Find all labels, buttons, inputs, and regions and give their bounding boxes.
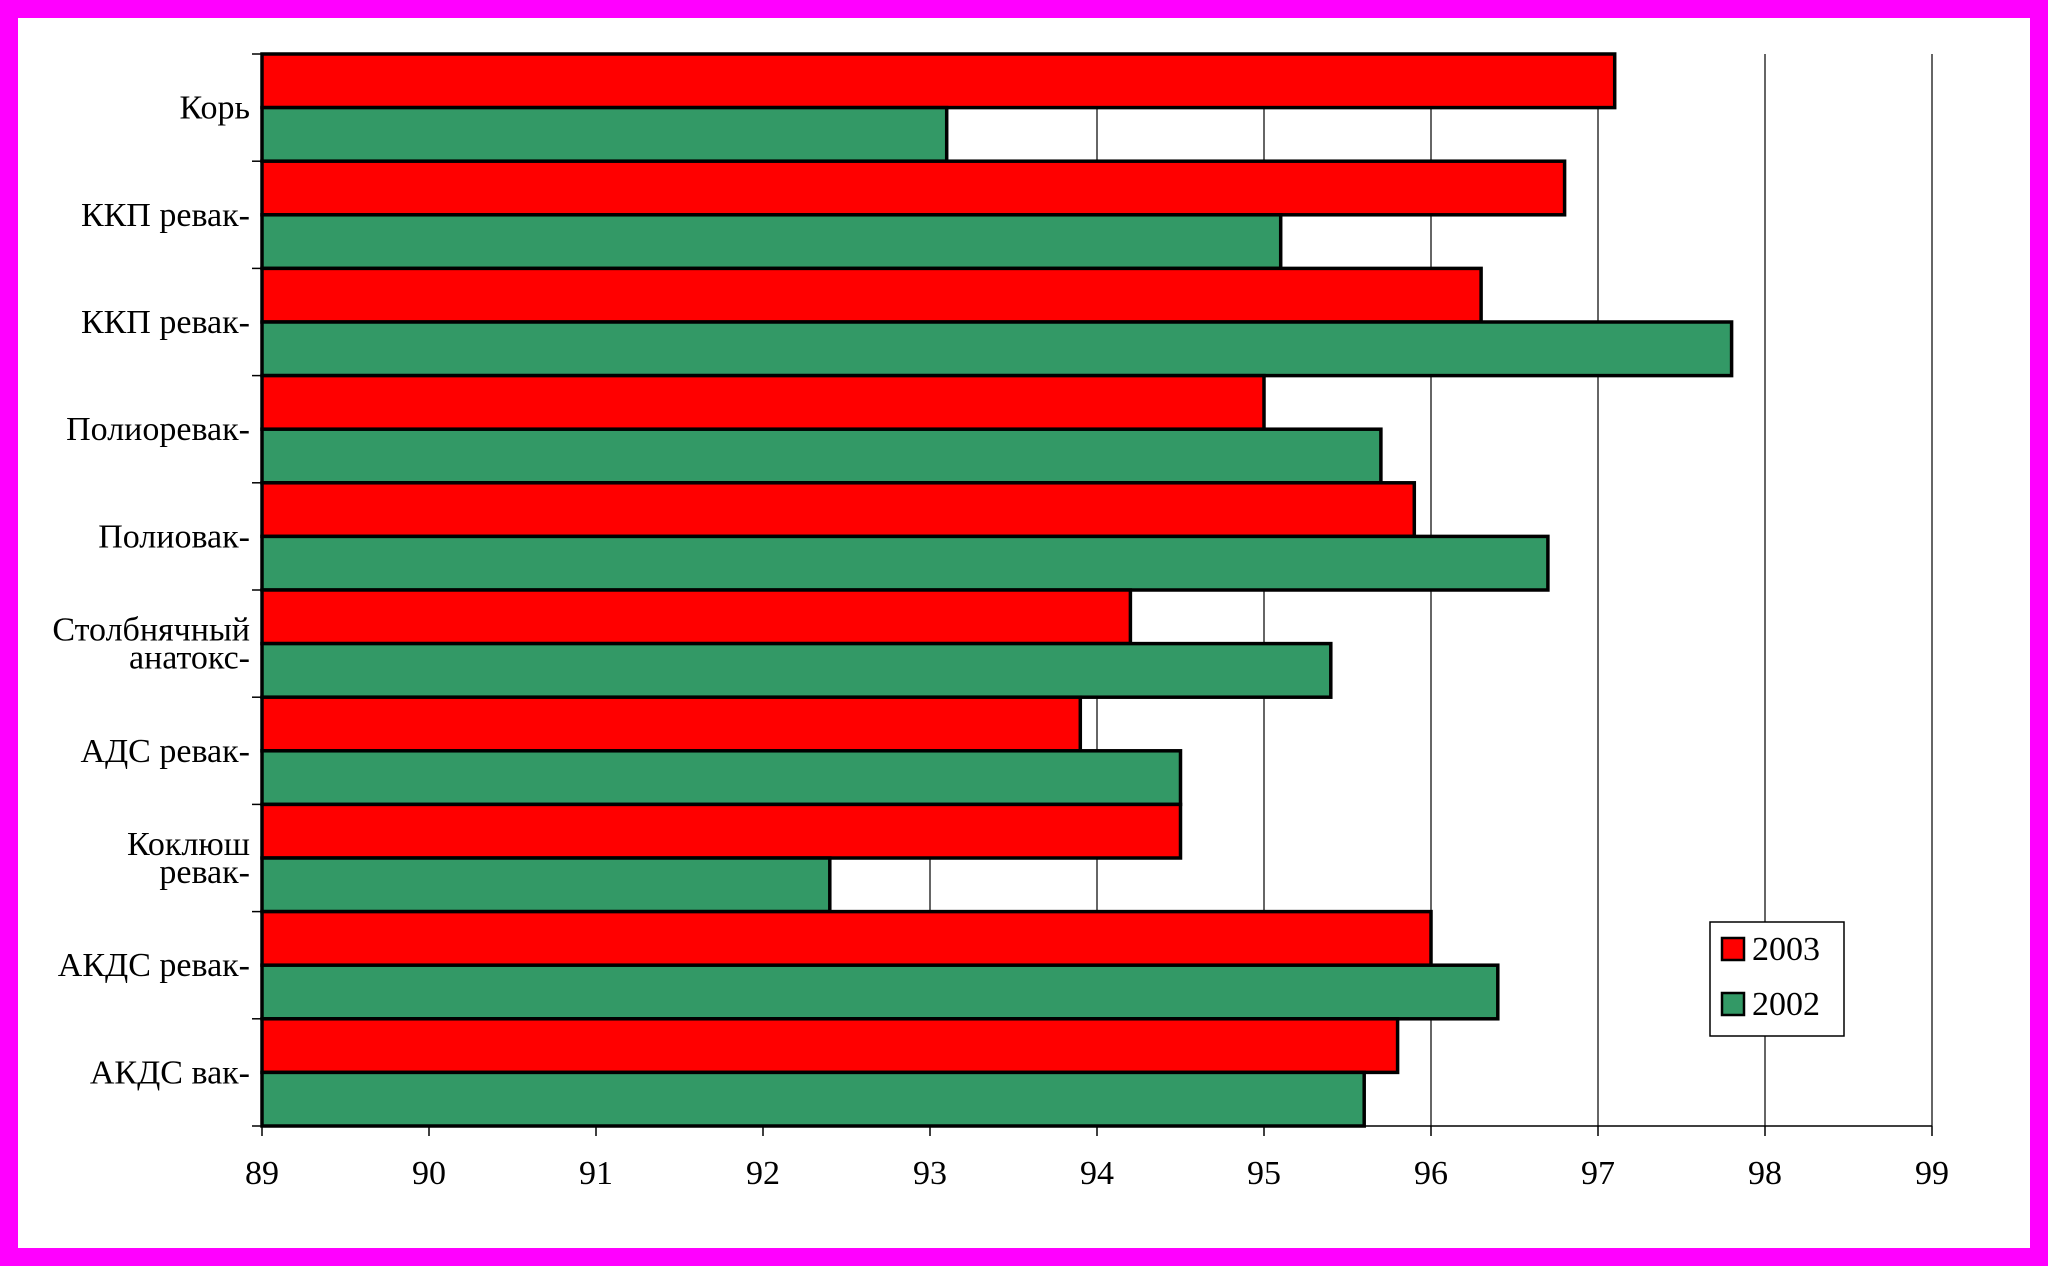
legend-label-2003: 2003	[1752, 931, 1820, 968]
x-tick-label: 99	[1915, 1155, 1949, 1192]
category-label: ККП ревак-	[81, 304, 250, 341]
bar-2002	[260, 1070, 1366, 1128]
axes	[252, 53, 1933, 1136]
x-tick-label: 92	[746, 1155, 780, 1192]
category-label: Полиовак-	[98, 518, 250, 555]
x-tick-labels: 89 90 91 92 93 94 95 96 97 98 99	[245, 1155, 1949, 1192]
x-tick-label: 93	[913, 1155, 947, 1192]
bar-2002	[260, 749, 1183, 807]
category-label: Столбнячный анатокс-	[52, 612, 250, 677]
x-tick-label: 91	[579, 1155, 613, 1192]
bar-2003	[260, 909, 1433, 967]
x-tick-label: 94	[1080, 1155, 1114, 1192]
bar-2003	[260, 695, 1083, 753]
bar-2002	[260, 534, 1550, 592]
bar-chart: Корь ККП ревак- ККП ревак- Полиоревак- Полио…	[52, 52, 1949, 1192]
category-label: АДС ревак-	[80, 733, 250, 770]
x-tick-label: 90	[412, 1155, 446, 1192]
bar-2003	[260, 266, 1483, 324]
bar-2003	[260, 159, 1567, 217]
x-tick-label: 98	[1748, 1155, 1782, 1192]
bar-2002	[260, 856, 832, 914]
bar-2003	[260, 1017, 1400, 1075]
bar-2002	[260, 427, 1383, 485]
category-label: АКДС вак-	[90, 1054, 250, 1091]
bar-2003	[260, 588, 1133, 646]
category-label: Коклюш ревак-	[127, 826, 250, 891]
bar-2003	[260, 481, 1417, 539]
category-label: Полиоревак-	[66, 411, 250, 448]
bar-2003	[260, 802, 1183, 860]
chart-frame: Корь ККП ревак- ККП ревак- Полиоревак- Полио…	[18, 18, 2030, 1248]
category-label: Корь	[180, 90, 251, 127]
bar-2002	[260, 963, 1500, 1021]
x-tick-label: 96	[1414, 1155, 1448, 1192]
x-tick-label: 97	[1581, 1155, 1615, 1192]
legend-swatch-2002	[1720, 991, 1746, 1017]
legend-box	[1709, 921, 1845, 1037]
legend: 2003 2002	[1709, 921, 1845, 1037]
category-labels: Корь ККП ревак- ККП ревак- Полиоревак- Полио…	[52, 90, 250, 1092]
category-label: ККП ревак-	[81, 197, 250, 234]
x-tick-label: 89	[245, 1155, 279, 1192]
category-label: АКДС ревак-	[58, 947, 250, 984]
bar-2002	[260, 105, 949, 163]
legend-swatch-2003	[1720, 936, 1746, 962]
bars	[260, 52, 1734, 1128]
bar-2002	[260, 320, 1734, 378]
bar-2002	[260, 213, 1283, 271]
bar-2003	[260, 373, 1266, 431]
bar-2003	[260, 52, 1617, 110]
bar-2002	[260, 641, 1333, 699]
legend-label-2002: 2002	[1752, 986, 1820, 1023]
x-tick-label: 95	[1247, 1155, 1281, 1192]
